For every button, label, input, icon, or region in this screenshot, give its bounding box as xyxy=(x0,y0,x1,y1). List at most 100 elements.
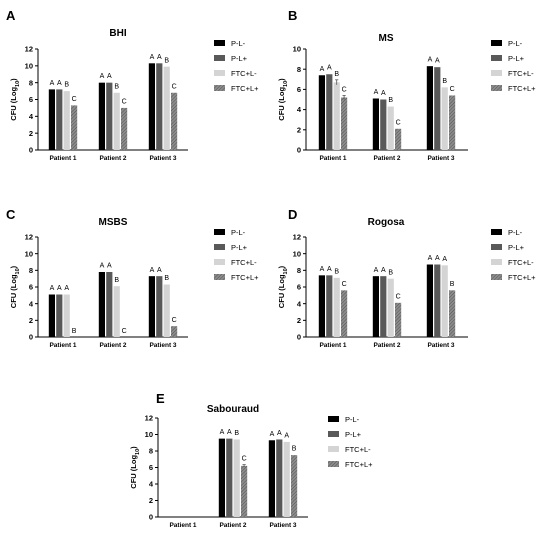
significance-label: A xyxy=(227,429,232,436)
bar-p-l- xyxy=(156,276,163,337)
bar-p-l- xyxy=(326,74,333,150)
y-tick-label: 6 xyxy=(29,95,33,104)
significance-label: B xyxy=(388,269,393,276)
legend-label: P-L+ xyxy=(231,54,248,63)
bar-ftc-l- xyxy=(395,128,402,150)
x-category-label: Patient 3 xyxy=(149,155,176,162)
significance-label: B xyxy=(334,71,339,78)
significance-label: A xyxy=(435,255,440,262)
chart-title: MSBS xyxy=(99,217,128,228)
x-category-label: Patient 1 xyxy=(49,342,76,349)
bar-ftc-l- xyxy=(441,265,448,337)
legend-label: P-L+ xyxy=(231,243,248,252)
y-tick-label: 6 xyxy=(297,283,301,292)
y-tick-label: 12 xyxy=(145,414,153,423)
bar-p-l- xyxy=(426,264,433,337)
legend-swatch xyxy=(214,85,225,91)
x-category-label: Patient 1 xyxy=(319,155,346,162)
y-tick-label: 0 xyxy=(29,333,33,342)
bar-p-l- xyxy=(48,89,55,150)
significance-label: C xyxy=(396,293,401,300)
y-tick-label: 0 xyxy=(29,146,33,155)
legend-swatch xyxy=(491,40,502,46)
y-tick-label: 0 xyxy=(297,333,301,342)
bar-p-l- xyxy=(276,439,283,517)
y-tick-label: 12 xyxy=(25,45,33,54)
panel-letter: B xyxy=(288,8,297,23)
significance-label: B xyxy=(64,82,69,89)
y-tick-label: 8 xyxy=(29,78,33,87)
significance-label: B xyxy=(164,275,169,282)
y-tick-label: 10 xyxy=(25,249,33,258)
legend-swatch xyxy=(491,229,502,235)
bar-ftc-l- xyxy=(171,326,178,337)
x-category-label: Patient 2 xyxy=(99,342,126,349)
x-category-label: Patient 1 xyxy=(49,155,76,162)
bar-ftc-l- xyxy=(63,91,70,150)
bar-ftc-l- xyxy=(291,455,298,517)
legend-swatch xyxy=(328,461,339,467)
significance-label: A xyxy=(100,263,105,270)
significance-label: A xyxy=(327,266,332,273)
bar-p-l- xyxy=(48,294,55,337)
chart-title: MS xyxy=(379,33,394,44)
legend: P-L- P-L+ FTC+L- FTC+L+ xyxy=(491,39,536,93)
bar-p-l- xyxy=(106,82,113,150)
bar-p-l- xyxy=(56,294,63,337)
significance-label: A xyxy=(284,433,289,440)
legend: P-L- P-L+ FTC+L- FTC+L+ xyxy=(214,228,259,282)
bar-p-l- xyxy=(434,264,441,337)
legend-swatch xyxy=(491,244,502,250)
bar-p-l- xyxy=(226,438,233,517)
x-category-label: Patient 2 xyxy=(373,155,400,162)
x-category-label: Patient 2 xyxy=(99,155,126,162)
legend-swatch xyxy=(328,446,339,452)
significance-label: A xyxy=(381,90,386,97)
x-category-label: Patient 1 xyxy=(319,342,346,349)
x-category-label: Patient 3 xyxy=(427,342,454,349)
chart-title: Rogosa xyxy=(368,217,405,228)
y-tick-label: 0 xyxy=(149,513,153,522)
legend-label: FTC+L+ xyxy=(231,273,259,282)
x-category-label: Patient 1 xyxy=(169,522,196,529)
y-axis-label: CFU (Log10) xyxy=(277,265,289,308)
bar-p-l- xyxy=(434,67,441,150)
significance-label: A xyxy=(381,267,386,274)
bar-ftc-l- xyxy=(449,290,456,337)
y-tick-label: 2 xyxy=(297,316,301,325)
legend-swatch xyxy=(214,70,225,76)
legend-swatch xyxy=(491,259,502,265)
legend-label: FTC+L- xyxy=(345,445,371,454)
significance-label: A xyxy=(107,263,112,270)
y-tick-label: 10 xyxy=(293,249,301,258)
significance-label: A xyxy=(100,73,105,80)
significance-label: B xyxy=(442,78,447,85)
bar-ftc-l- xyxy=(395,302,402,337)
legend-swatch xyxy=(214,229,225,235)
legend-label: P-L+ xyxy=(508,54,525,63)
y-tick-label: 2 xyxy=(29,129,33,138)
y-tick-label: 12 xyxy=(25,233,33,242)
panel-letter: E xyxy=(156,391,165,406)
bar-ftc-l- xyxy=(341,97,348,150)
legend-label: FTC+L- xyxy=(508,69,534,78)
legend-label: P-L+ xyxy=(345,430,362,439)
y-tick-label: 6 xyxy=(149,463,153,472)
legend-label: FTC+L- xyxy=(231,258,257,267)
significance-label: B xyxy=(334,268,339,275)
bar-p-l- xyxy=(268,440,275,517)
significance-label: A xyxy=(157,54,162,61)
bar-ftc-l- xyxy=(171,92,178,150)
legend-label: P-L- xyxy=(508,228,523,237)
y-axis-label: CFU (Log10) xyxy=(9,78,21,121)
bar-p-l- xyxy=(98,272,105,337)
bar-ftc-l- xyxy=(113,92,120,150)
bar-ftc-l- xyxy=(441,87,448,150)
y-tick-label: 4 xyxy=(297,105,302,114)
y-tick-label: 4 xyxy=(297,299,302,308)
significance-label: A xyxy=(374,89,379,96)
bar-ftc-l- xyxy=(283,441,290,517)
significance-label: A xyxy=(327,65,332,72)
significance-label: C xyxy=(72,96,77,103)
